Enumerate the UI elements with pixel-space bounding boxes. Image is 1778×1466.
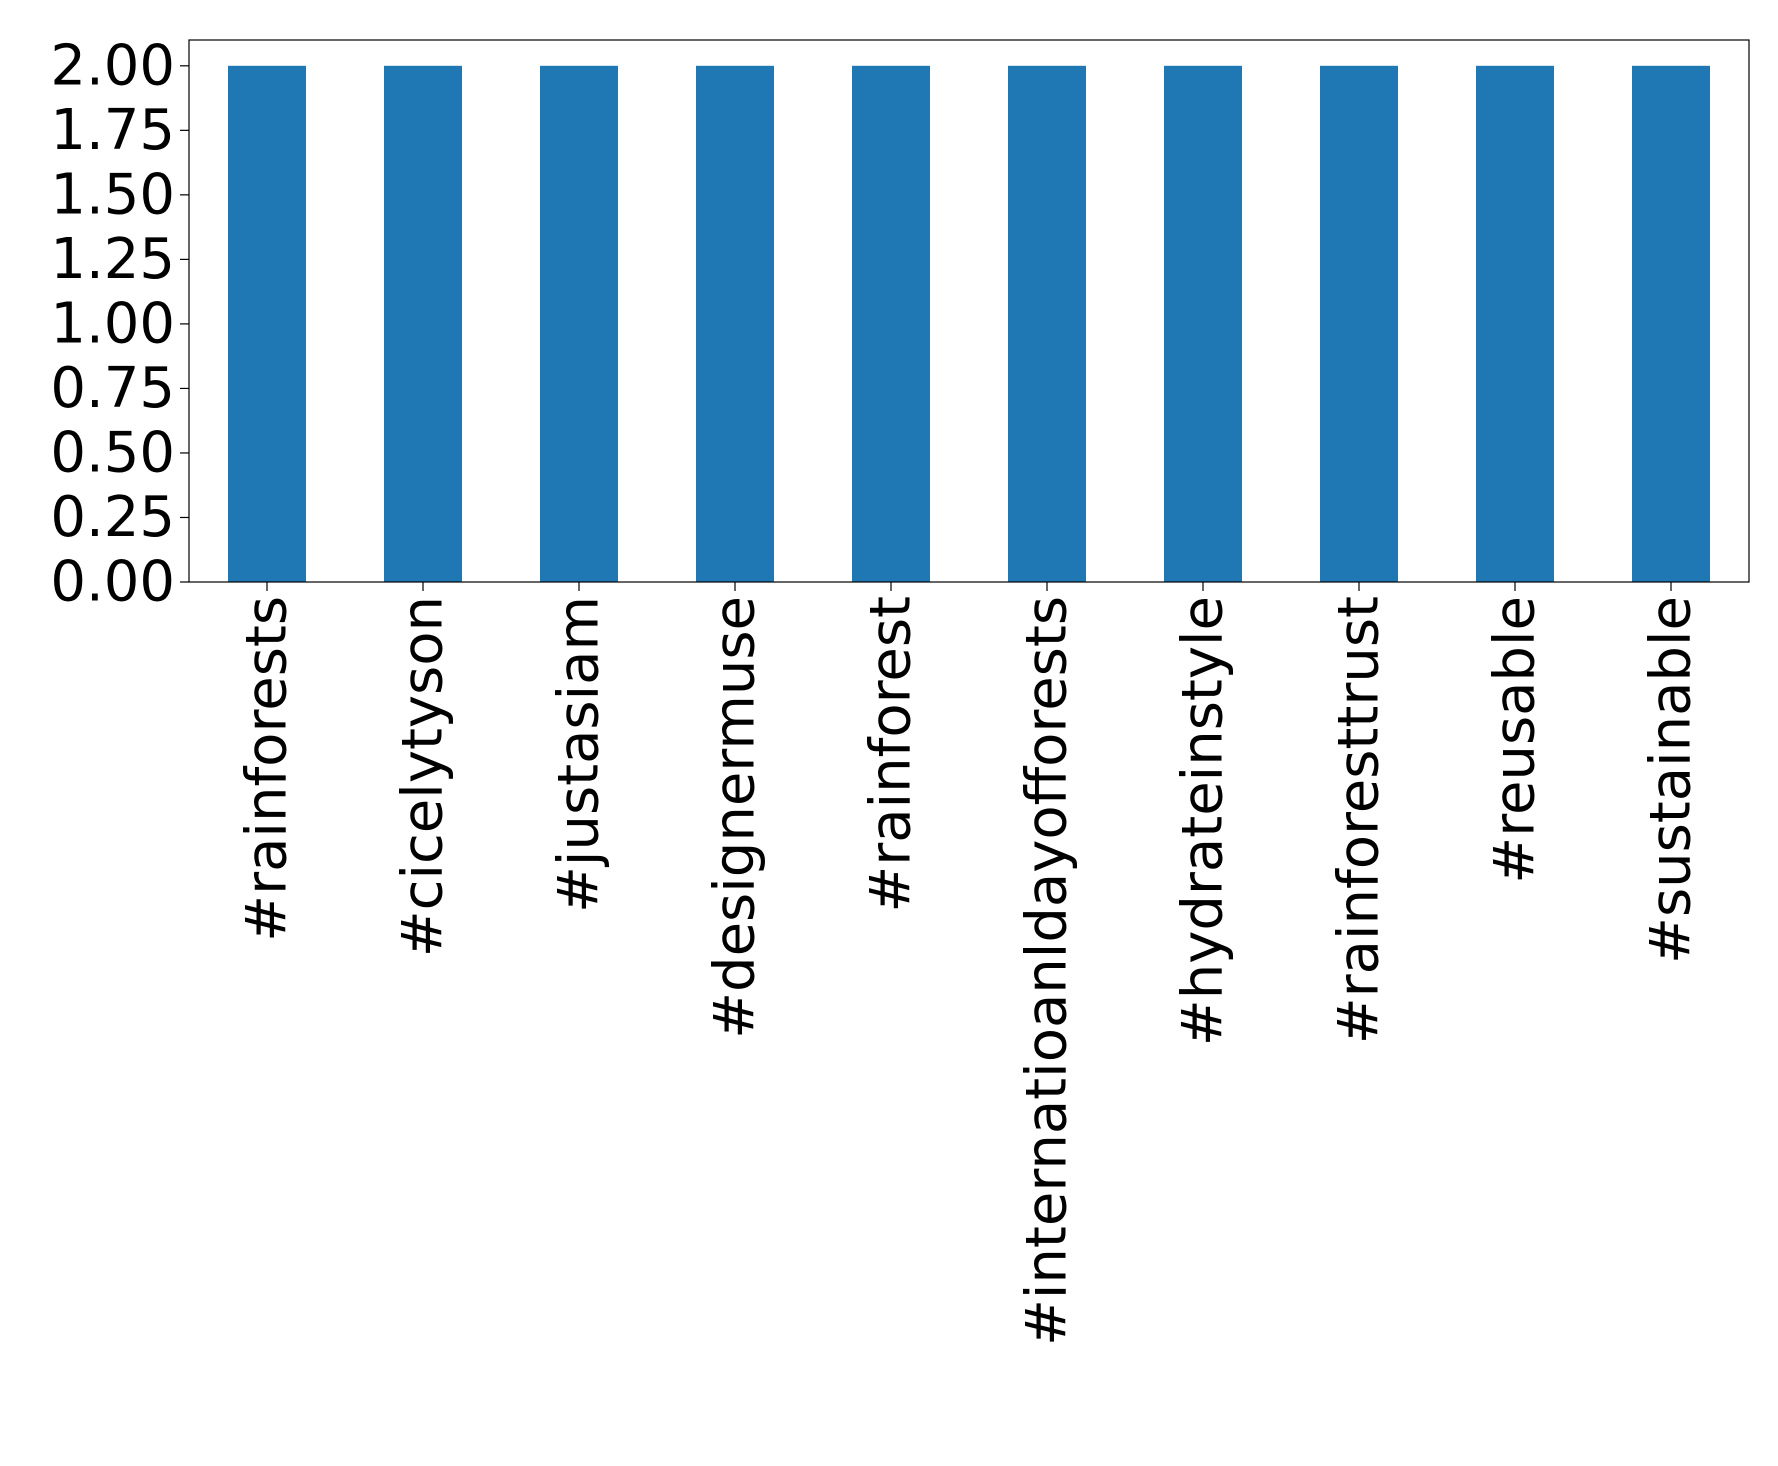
x-tick-label: #rainforesttrust bbox=[1327, 596, 1392, 1044]
x-tick-label: #rainforests bbox=[235, 596, 300, 942]
bar bbox=[852, 65, 930, 583]
plot-frame bbox=[188, 39, 1750, 583]
y-tick-label: 1.50 bbox=[50, 162, 175, 227]
y-tick-label: 0.50 bbox=[50, 420, 175, 485]
bar bbox=[540, 65, 618, 583]
bar bbox=[1476, 65, 1554, 583]
bar bbox=[1008, 65, 1086, 583]
x-tick-label: #sustainable bbox=[1639, 596, 1704, 964]
bar bbox=[228, 65, 306, 583]
x-tick-label: #hydrateinstyle bbox=[1171, 596, 1236, 1046]
x-tick-label: #rainforest bbox=[859, 596, 924, 913]
bar bbox=[1164, 65, 1242, 583]
y-tick-label: 0.75 bbox=[50, 356, 175, 421]
bar bbox=[384, 65, 462, 583]
y-tick-label: 0.25 bbox=[50, 485, 175, 550]
y-tick-label: 2.00 bbox=[50, 33, 175, 98]
bar bbox=[1632, 65, 1710, 583]
x-tick-label: #internatioanldayofforests bbox=[1015, 596, 1080, 1346]
y-tick-label: 1.00 bbox=[50, 291, 175, 356]
y-tick-label: 0.00 bbox=[50, 550, 175, 615]
bar bbox=[1320, 65, 1398, 583]
x-tick-label: #cicelytyson bbox=[391, 596, 456, 957]
x-tick-label: #justasiam bbox=[547, 596, 612, 913]
y-tick-label: 1.25 bbox=[50, 227, 175, 292]
y-tick-label: 1.75 bbox=[50, 98, 175, 163]
x-tick-label: #designermuse bbox=[703, 596, 768, 1039]
bar bbox=[696, 65, 774, 583]
x-tick-label: #reusable bbox=[1483, 596, 1548, 884]
